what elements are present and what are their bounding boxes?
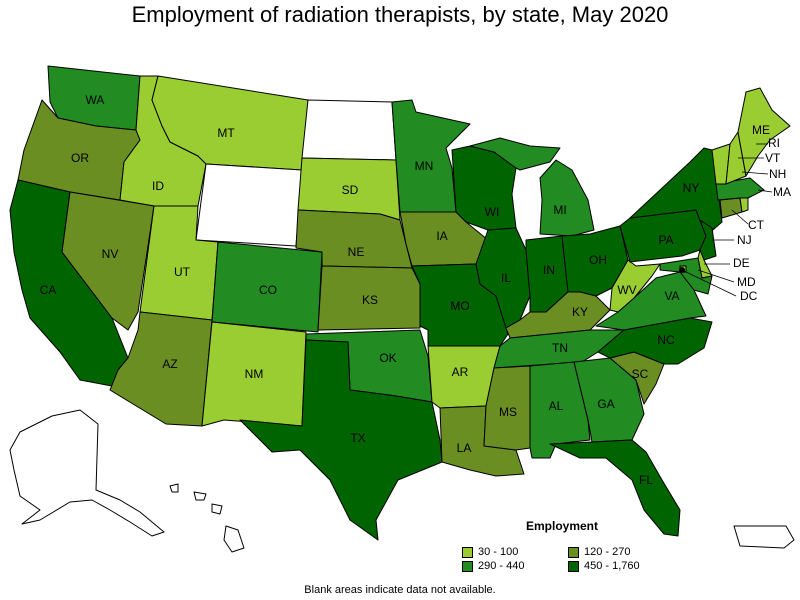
state-label-DE: DE [733,256,750,270]
state-label-CA: CA [40,283,57,297]
legend-item-120-270: 120 - 270 [568,546,668,558]
legend-swatch [462,560,473,572]
legend-title: Employment [525,519,598,533]
map-title: Employment of radiation therapists, by s… [131,2,669,27]
state-MD[interactable] [659,257,713,295]
footnote: Blank areas indicate data not available. [304,584,496,596]
state-MI[interactable] [469,137,595,237]
state-label-UT: UT [174,265,191,279]
state-label-NV: NV [102,247,119,261]
state-label-IA: IA [436,229,447,243]
legend-swatch [568,560,579,572]
state-label-FL: FL [639,473,653,487]
state-label-NJ: NJ [737,233,752,247]
state-label-PA: PA [658,233,673,247]
leader-lines [681,143,773,297]
state-PR[interactable] [733,525,795,549]
state-label-OH: OH [589,253,607,267]
state-label-AL: AL [549,399,564,413]
state-label-IL: IL [501,271,511,285]
state-label-NH: NH [769,167,786,181]
state-AZ[interactable] [109,311,213,427]
state-label-GA: GA [597,397,614,411]
state-label-ME: ME [752,123,770,137]
state-label-OR: OR [71,151,89,165]
state-label-AR: AR [452,365,469,379]
state-TX[interactable] [239,339,443,541]
state-label-NY: NY [683,181,700,195]
legend-item-30-100: 30 - 100 [462,546,568,558]
state-ND[interactable] [301,99,397,161]
state-label-VT: VT [765,151,781,165]
state-HI[interactable] [169,483,245,553]
state-label-LA: LA [457,441,472,455]
state-label-WA: WA [86,93,105,107]
legend-swatch [568,546,579,558]
state-label-WI: WI [485,205,500,219]
state-label-NM: NM [245,367,264,381]
state-RI[interactable] [739,197,749,213]
state-label-NE: NE [348,245,365,259]
legend-item-450-1760: 450 - 1,760 [568,560,668,572]
state-label-TX: TX [350,431,365,445]
state-label-KS: KS [362,293,378,307]
state-label-IN: IN [543,263,555,277]
legend: Employment 30 - 100 120 - 270 290 - 440 … [462,519,662,572]
state-WY[interactable] [195,163,303,247]
state-label-CO: CO [259,283,277,297]
state-label-MI: MI [553,203,566,217]
state-label-MA: MA [773,185,791,199]
state-FL[interactable] [549,439,681,537]
state-label-MN: MN [415,159,434,173]
state-label-MS: MS [499,405,517,419]
state-label-SD: SD [342,183,359,197]
state-label-WV: WV [617,283,636,297]
state-label-MT: MT [217,126,235,140]
state-CO[interactable] [211,241,323,333]
state-label-MO: MO [450,299,469,313]
state-label-MD: MD [737,275,756,289]
state-label-VA: VA [664,289,679,303]
legend-item-290-440: 290 - 440 [462,560,568,572]
state-CT[interactable] [719,197,743,219]
state-label-ID: ID [152,179,164,193]
state-label-AZ: AZ [162,357,177,371]
legend-swatch [462,546,473,558]
state-label-CT: CT [748,218,765,232]
state-label-DC: DC [740,289,758,303]
state-label-RI: RI [768,136,780,150]
state-MN[interactable] [391,99,471,213]
state-label-TN: TN [552,341,568,355]
state-AK[interactable] [9,409,165,537]
state-label-OK: OK [379,351,396,365]
state-label-SC: SC [632,367,649,381]
state-ME[interactable] [737,87,791,177]
state-label-KY: KY [572,305,588,319]
state-label-NC: NC [657,333,675,347]
